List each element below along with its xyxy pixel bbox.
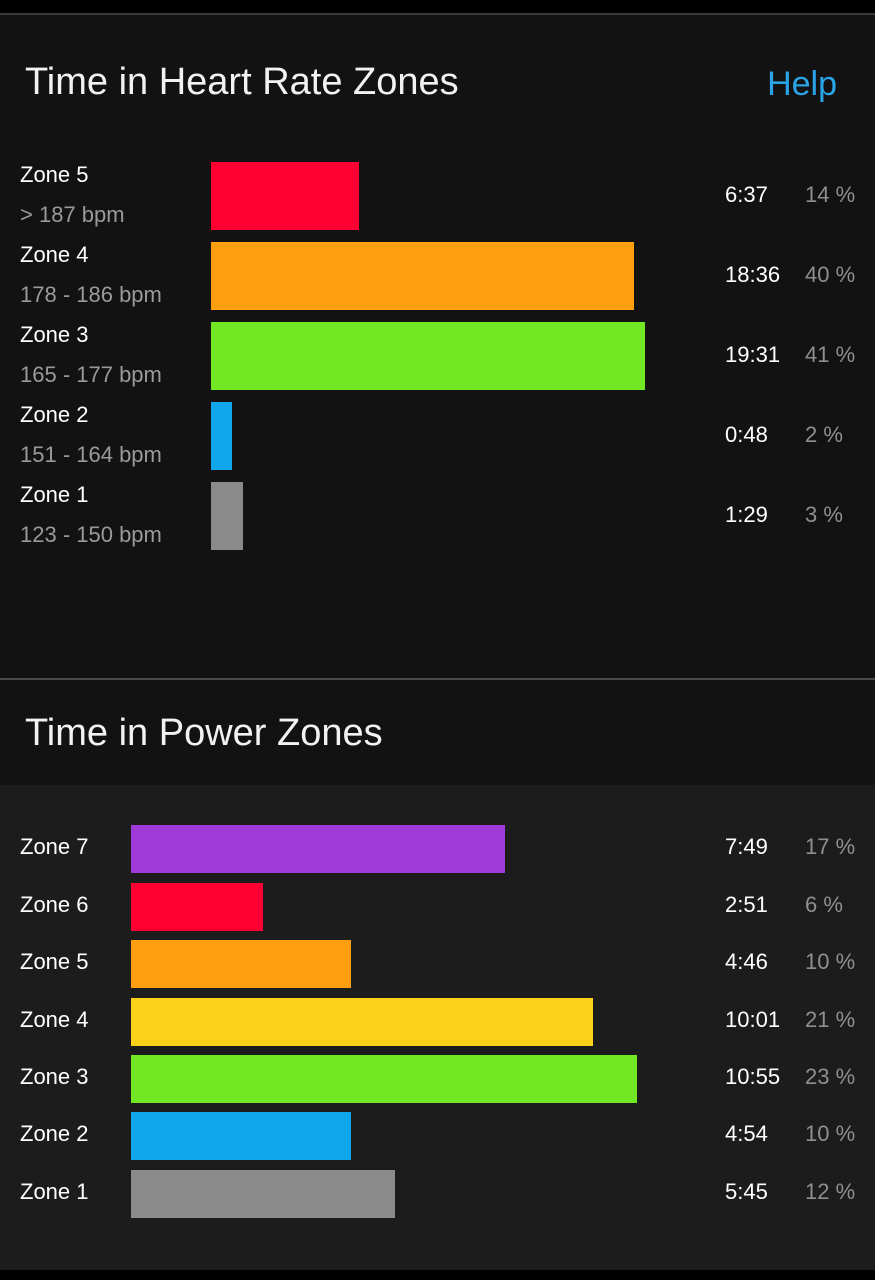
hr-zone-range: 165 - 177 bpm	[20, 362, 162, 387]
heart-rate-zones-card: Time in Heart Rate Zones Help Zone 5 > 1…	[0, 15, 875, 678]
power-zones-title: Time in Power Zones	[25, 712, 383, 754]
hr-zone-bar	[211, 322, 645, 390]
power-zones-card: Zone 7 7:49 17 % Zone 6 2:51 6 % Zone 5 …	[0, 785, 875, 1270]
power-zone-percent: 10 %	[805, 949, 856, 974]
power-zone-time: 2:51	[725, 892, 768, 917]
heart-rate-zones-title: Time in Heart Rate Zones	[25, 61, 459, 103]
hr-zone-bar	[211, 402, 232, 470]
power-zone-time: 7:49	[725, 834, 768, 859]
hr-zone-bar	[211, 162, 359, 230]
help-link[interactable]: Help	[767, 65, 837, 103]
power-zone-label: Zone 7	[20, 834, 89, 859]
hr-zone-range: > 187 bpm	[20, 202, 125, 227]
hr-zone-range: 151 - 164 bpm	[20, 442, 162, 467]
hr-zone-percent: 40 %	[805, 262, 856, 287]
power-zone-time: 4:46	[725, 949, 768, 974]
hr-zone-label: Zone 5	[20, 162, 89, 187]
power-zone-percent: 21 %	[805, 1007, 856, 1032]
power-zone-label: Zone 5	[20, 949, 89, 974]
power-zone-percent: 6 %	[805, 892, 843, 917]
power-zone-bar	[131, 1055, 637, 1103]
power-zone-label: Zone 1	[20, 1179, 89, 1204]
power-zone-percent: 10 %	[805, 1121, 856, 1146]
power-zone-bar	[131, 1170, 395, 1218]
hr-zone-label: Zone 3	[20, 322, 89, 347]
hr-zone-time: 18:36	[725, 262, 781, 287]
section-divider	[0, 678, 875, 680]
power-zone-time: 10:55	[725, 1064, 781, 1089]
hr-zone-percent: 2 %	[805, 422, 843, 447]
power-zone-bar	[131, 825, 505, 873]
power-zone-percent: 23 %	[805, 1064, 856, 1089]
hr-zone-time: 1:29	[725, 502, 768, 527]
power-zone-label: Zone 6	[20, 892, 89, 917]
hr-zone-range: 123 - 150 bpm	[20, 522, 162, 547]
top-divider	[0, 13, 875, 15]
hr-zone-bar	[211, 482, 243, 550]
hr-zone-percent: 14 %	[805, 182, 856, 207]
hr-zone-range: 178 - 186 bpm	[20, 282, 162, 307]
hr-zone-percent: 3 %	[805, 502, 843, 527]
hr-zone-label: Zone 4	[20, 242, 89, 267]
power-zone-bar	[131, 883, 263, 931]
power-zone-time: 4:54	[725, 1121, 768, 1146]
hr-zone-time: 0:48	[725, 422, 768, 447]
power-zones-header: Time in Power Zones	[0, 680, 875, 785]
power-zone-bar	[131, 940, 351, 988]
hr-zone-time: 6:37	[725, 182, 768, 207]
hr-zone-percent: 41 %	[805, 342, 856, 367]
hr-zone-label: Zone 2	[20, 402, 89, 427]
hr-zone-label: Zone 1	[20, 482, 89, 507]
power-zone-percent: 17 %	[805, 834, 856, 859]
power-zone-percent: 12 %	[805, 1179, 856, 1204]
power-zone-bar	[131, 998, 593, 1046]
power-zone-label: Zone 2	[20, 1121, 89, 1146]
power-zone-label: Zone 3	[20, 1064, 89, 1089]
power-zone-time: 10:01	[725, 1007, 781, 1032]
power-zone-bar	[131, 1112, 351, 1160]
power-zone-label: Zone 4	[20, 1007, 89, 1032]
power-zone-time: 5:45	[725, 1179, 768, 1204]
hr-zone-bar	[211, 242, 634, 310]
hr-zone-time: 19:31	[725, 342, 781, 367]
